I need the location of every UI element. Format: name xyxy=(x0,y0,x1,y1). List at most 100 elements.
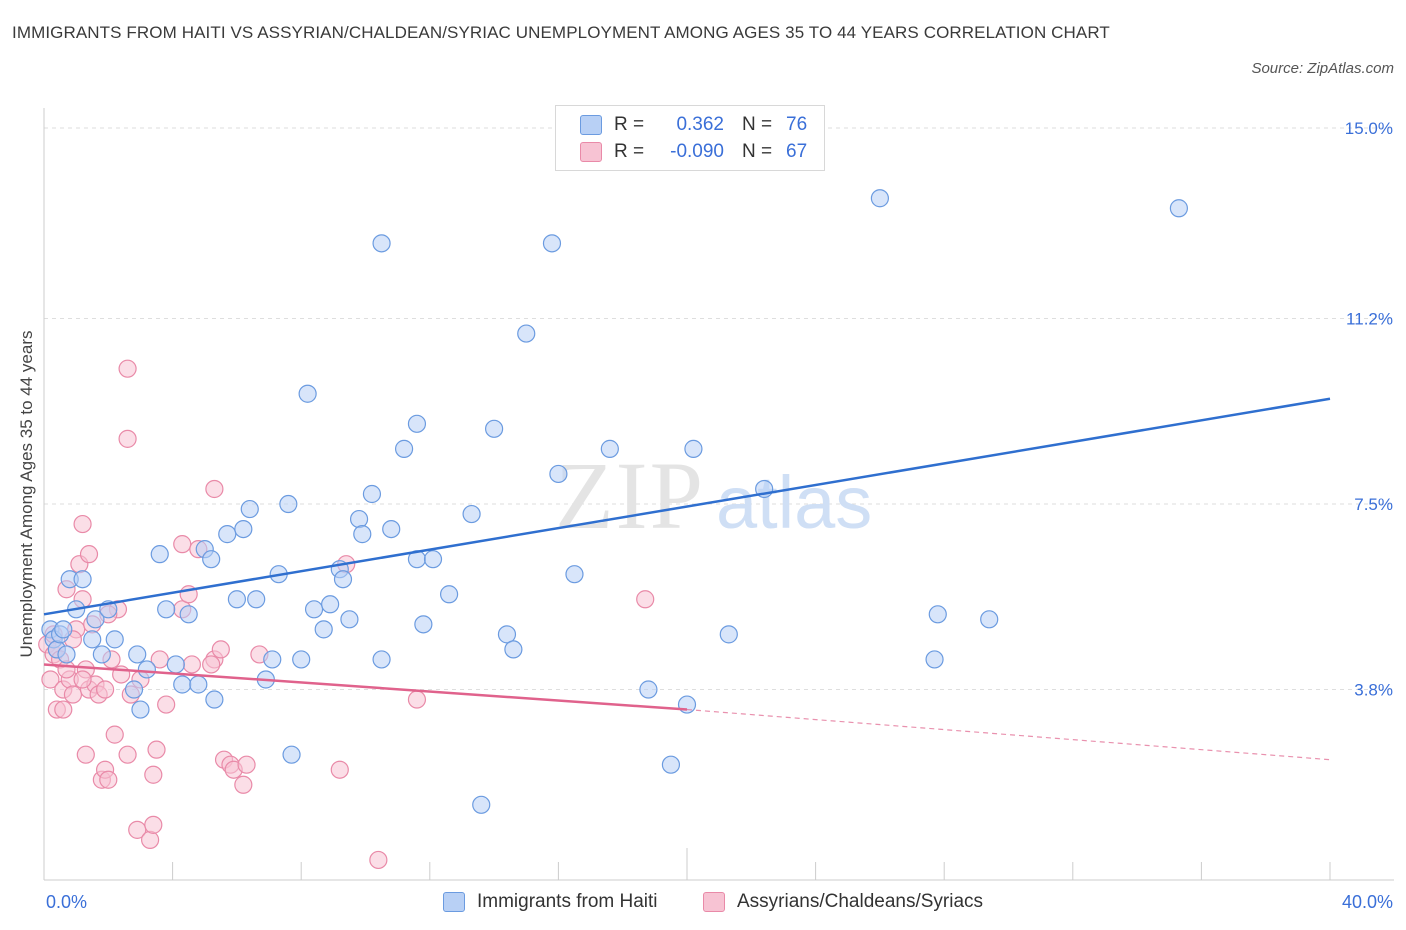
x-tick-label: 0.0% xyxy=(46,892,87,912)
blue-trend-line xyxy=(43,397,1331,616)
blue-point xyxy=(677,695,697,714)
pink-point xyxy=(63,685,83,704)
blue-point xyxy=(1169,199,1188,218)
blue-point xyxy=(150,545,169,564)
blue-point xyxy=(157,600,176,619)
series-swatch-blue xyxy=(443,892,465,912)
blue-point xyxy=(333,570,353,589)
legend-n-value: 67 xyxy=(786,141,808,162)
pink-point xyxy=(118,745,137,764)
blue-point xyxy=(472,795,491,814)
blue-point xyxy=(179,605,198,624)
legend-r-label: R = xyxy=(614,114,645,135)
blue-point xyxy=(661,755,681,774)
legend-n-label: N = xyxy=(742,141,773,162)
series-label-haiti: Immigrants from Haiti xyxy=(477,891,658,912)
blue-point xyxy=(382,519,401,539)
blue-point xyxy=(549,464,568,484)
blue-point xyxy=(202,550,221,569)
legend-r-value: 0.362 xyxy=(676,114,724,135)
blue-point xyxy=(57,645,76,664)
pink-point xyxy=(369,850,388,870)
blue-point xyxy=(86,610,105,629)
pink-trend-extension xyxy=(686,708,1331,761)
legend-r-label: R = xyxy=(614,141,645,162)
blue-point xyxy=(407,414,427,433)
blue-point xyxy=(227,590,246,609)
chart-title: IMMIGRANTS FROM HAITI VS ASSYRIAN/CHALDE… xyxy=(12,23,1110,42)
blue-point xyxy=(439,585,459,604)
blue-point xyxy=(247,590,266,609)
pink-point xyxy=(144,765,163,784)
blue-point xyxy=(240,499,259,519)
blue-point xyxy=(205,690,224,709)
pink-point xyxy=(330,760,349,779)
pink-point xyxy=(173,535,192,554)
blue-point xyxy=(870,189,890,208)
blue-point xyxy=(925,650,944,669)
series-legend-haiti[interactable]: Immigrants from Haiti xyxy=(443,888,658,916)
legend-n-label: N = xyxy=(742,114,773,135)
pink-point xyxy=(202,655,221,674)
blue-point xyxy=(349,509,369,529)
blue-point xyxy=(131,700,150,719)
blue-point xyxy=(128,645,147,664)
pink-point xyxy=(73,514,92,534)
y-axis-title: Unemployment Among Ages 35 to 44 years xyxy=(17,331,36,658)
watermark-zip: ZIP xyxy=(555,442,705,549)
blue-point xyxy=(314,620,333,639)
pink-point xyxy=(407,690,427,709)
pink-point xyxy=(147,740,166,759)
blue-point xyxy=(218,525,237,544)
blue-point xyxy=(719,625,738,644)
series-legend-assyrian[interactable]: Assyrians/Chaldeans/Syriacs xyxy=(703,888,983,916)
blue-point xyxy=(263,650,282,669)
source-label: Source: ZipAtlas.com xyxy=(1251,60,1394,77)
x-tick-label: 40.0% xyxy=(1342,892,1393,912)
pink-point xyxy=(118,359,137,378)
pink-trend-line xyxy=(43,663,688,711)
blue-point xyxy=(340,610,359,629)
blue-point xyxy=(485,419,504,438)
blue-point xyxy=(394,439,414,458)
pink-point xyxy=(79,545,99,564)
blue-point xyxy=(684,439,703,458)
blue-point xyxy=(304,600,324,619)
blue-point xyxy=(423,550,443,569)
blue-point xyxy=(414,615,433,634)
blue-point xyxy=(372,650,391,669)
blue-point xyxy=(600,439,619,458)
blue-point xyxy=(189,675,208,694)
pink-point xyxy=(99,770,118,789)
blue-point xyxy=(282,745,301,764)
blue-point xyxy=(565,565,584,584)
blue-point xyxy=(124,680,144,699)
pink-point xyxy=(105,725,124,744)
y-tick-label: 7.5% xyxy=(1354,495,1393,514)
pink-point xyxy=(182,655,201,674)
legend-n-value: 76 xyxy=(786,114,808,135)
y-tick-label: 15.0% xyxy=(1345,119,1393,138)
y-tick-label: 3.8% xyxy=(1354,681,1393,700)
blue-point xyxy=(372,234,391,253)
blue-point xyxy=(462,504,481,524)
blue-point xyxy=(173,675,192,694)
blue-point xyxy=(279,494,298,514)
y-tick-label: 11.2% xyxy=(1346,310,1393,329)
legend-r-value: -0.090 xyxy=(670,141,724,162)
pink-point xyxy=(118,429,137,448)
blue-point xyxy=(137,660,156,679)
pink-point xyxy=(234,775,253,794)
pink-point xyxy=(54,700,73,719)
blue-point xyxy=(73,570,92,589)
pink-point xyxy=(140,830,160,849)
blue-point xyxy=(497,625,517,644)
pink-point xyxy=(41,670,60,689)
pink-point xyxy=(211,640,230,659)
series-label-assyrian: Assyrians/Chaldeans/Syriacs xyxy=(737,891,984,912)
legend-swatch-blue xyxy=(580,115,602,135)
blue-point xyxy=(298,384,317,403)
series-legend: Immigrants from Haiti Assyrians/Chaldean… xyxy=(0,888,1406,916)
blue-point xyxy=(504,640,523,659)
